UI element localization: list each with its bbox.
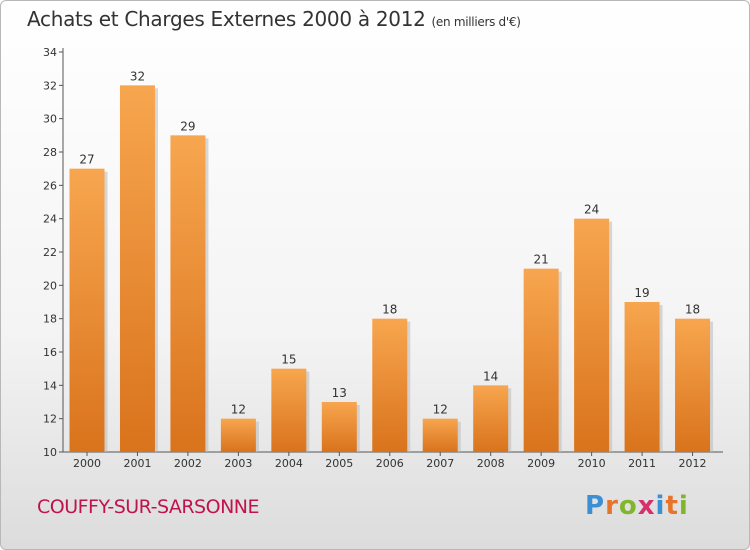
bar-2012[interactable] <box>675 318 711 452</box>
logo-letter: o <box>618 491 638 521</box>
logo-letter: i <box>655 491 666 521</box>
bar-2009[interactable] <box>523 268 559 452</box>
value-label: 18 <box>685 303 700 317</box>
y-tick-label: 34 <box>43 46 57 59</box>
value-label: 29 <box>180 119 195 133</box>
bar-2005[interactable] <box>321 402 357 452</box>
x-tick-label: 2008 <box>477 457 505 470</box>
logo-letter: t <box>665 491 679 521</box>
y-tick-label: 20 <box>43 279 57 292</box>
y-tick-label: 18 <box>43 313 57 326</box>
value-label: 32 <box>130 69 145 83</box>
value-label: 13 <box>332 386 347 400</box>
value-label: 14 <box>483 369 498 383</box>
y-tick-label: 22 <box>43 246 57 259</box>
x-tick-label: 2004 <box>275 457 303 470</box>
y-tick-label: 26 <box>43 179 57 192</box>
y-tick-label: 16 <box>43 346 57 359</box>
chart-subtitle: (en milliers d'€) <box>431 15 521 29</box>
bar-2007[interactable] <box>422 418 458 452</box>
bar-2003[interactable] <box>220 418 256 452</box>
title-text: Achats et Charges Externes 2000 à 2012 <box>27 7 426 31</box>
x-tick-label: 2011 <box>628 457 656 470</box>
x-tick-label: 2002 <box>174 457 202 470</box>
y-tick-label: 28 <box>43 146 57 159</box>
logo-letter: i <box>678 491 689 521</box>
logo-letter: P <box>585 491 606 521</box>
x-tick-label: 2010 <box>578 457 606 470</box>
x-tick-label: 2009 <box>527 457 555 470</box>
chart-title: Achats et Charges Externes 2000 à 2012 (e… <box>27 7 521 31</box>
bar-2008[interactable] <box>473 385 509 452</box>
bar-2000[interactable] <box>69 168 105 452</box>
value-label: 18 <box>382 303 397 317</box>
x-tick-label: 2005 <box>325 457 353 470</box>
proxiti-logo[interactable]: Proxiti <box>585 491 689 521</box>
bar-2004[interactable] <box>271 368 307 452</box>
bar-2002[interactable] <box>170 135 206 453</box>
x-tick-label: 2006 <box>376 457 404 470</box>
x-tick-label: 2000 <box>73 457 101 470</box>
y-tick-label: 12 <box>43 413 57 426</box>
logo-letter: x <box>637 491 656 521</box>
value-label: 21 <box>534 253 549 267</box>
commune-name: COUFFY-SUR-SARSONNE <box>37 496 260 518</box>
y-tick-label: 30 <box>43 113 57 126</box>
y-tick-label: 24 <box>43 213 57 226</box>
bar-2001[interactable] <box>119 85 155 452</box>
value-label: 19 <box>634 286 649 300</box>
y-tick-label: 32 <box>43 79 57 92</box>
y-tick-label: 10 <box>43 446 57 459</box>
value-label: 12 <box>231 403 246 417</box>
value-label: 12 <box>433 403 448 417</box>
bar-2011[interactable] <box>624 302 660 452</box>
value-label: 15 <box>281 353 296 367</box>
x-tick-label: 2003 <box>224 457 252 470</box>
logo-letter: r <box>605 491 619 521</box>
value-label: 24 <box>584 203 599 217</box>
value-label: 27 <box>79 153 94 167</box>
bar-2010[interactable] <box>574 218 610 452</box>
x-tick-label: 2001 <box>123 457 151 470</box>
x-tick-label: 2012 <box>679 457 707 470</box>
bar-2006[interactable] <box>372 318 408 452</box>
x-tick-label: 2007 <box>426 457 454 470</box>
y-tick-label: 14 <box>43 379 57 392</box>
